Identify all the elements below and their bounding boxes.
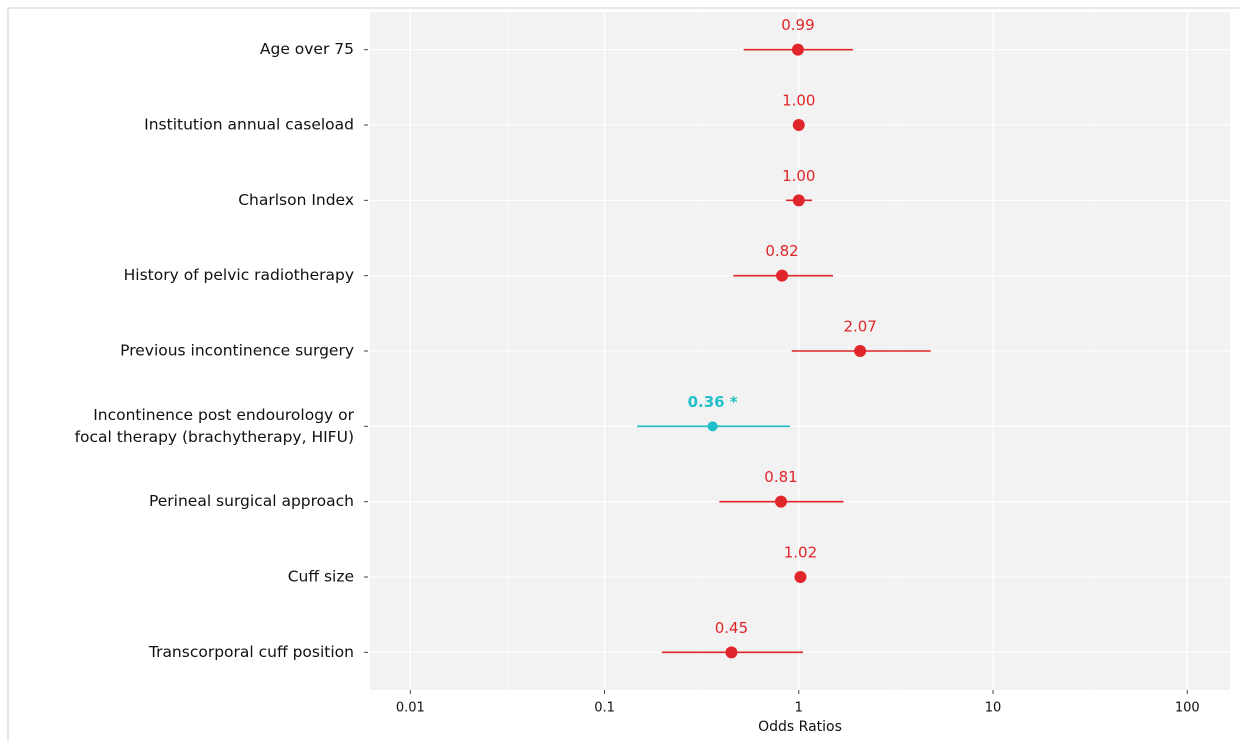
value-label: 1.02 bbox=[784, 544, 817, 562]
value-label: 0.99 bbox=[781, 16, 814, 34]
y-tick-label: Institution annual caseload bbox=[144, 116, 354, 134]
value-label: 1.00 bbox=[782, 92, 815, 110]
y-tick-label: focal therapy (brachytherapy, HIFU) bbox=[75, 428, 354, 446]
point bbox=[791, 43, 804, 56]
y-tick-label: Charlson Index bbox=[238, 191, 354, 209]
point bbox=[792, 119, 805, 131]
y-tick-label: Perineal surgical approach bbox=[149, 492, 354, 510]
value-label: 0.81 bbox=[764, 468, 797, 486]
x-tick-label: 1 bbox=[795, 701, 803, 716]
point bbox=[707, 421, 718, 432]
x-tick-label: 100 bbox=[1175, 701, 1200, 716]
point bbox=[775, 495, 788, 508]
value-label: 0.82 bbox=[765, 242, 798, 260]
y-tick-label: Transcorporal cuff position bbox=[148, 643, 354, 661]
y-tick-label: Age over 75 bbox=[260, 40, 354, 58]
value-label: 1.00 bbox=[782, 167, 815, 185]
value-label: 0.36 * bbox=[688, 393, 738, 411]
x-tick-label: 0.1 bbox=[594, 701, 615, 716]
value-label: 2.07 bbox=[843, 318, 876, 336]
point bbox=[792, 194, 805, 207]
x-tick-label: 0.01 bbox=[396, 701, 425, 716]
y-tick-label: Incontinence post endourology or bbox=[93, 406, 354, 424]
point bbox=[794, 571, 807, 583]
point bbox=[725, 646, 738, 659]
y-tick-label: History of pelvic radiotherapy bbox=[124, 266, 354, 284]
x-tick-label: 10 bbox=[985, 701, 1002, 716]
point bbox=[854, 345, 867, 357]
y-tick-label: Cuff size bbox=[288, 568, 354, 586]
x-axis-title: Odds Ratios bbox=[758, 719, 842, 735]
y-tick-label: Previous incontinence surgery bbox=[120, 342, 354, 360]
point bbox=[776, 269, 789, 282]
value-label: 0.45 bbox=[715, 619, 748, 637]
